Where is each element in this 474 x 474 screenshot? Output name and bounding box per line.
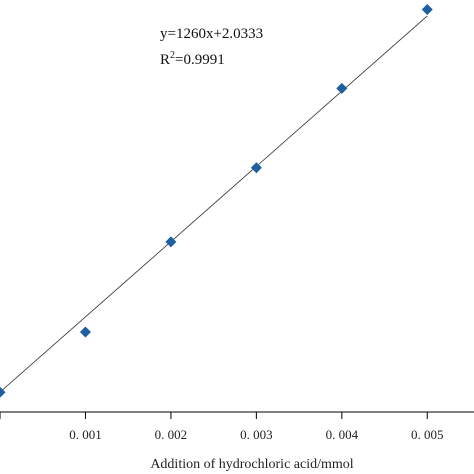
data-point: [421, 4, 433, 16]
x-axis-title: Addition of hydrochloric acid/mmol: [150, 457, 353, 472]
data-point: [336, 82, 348, 94]
x-tick-label: 0. 005: [411, 427, 444, 442]
x-ticks: [0, 412, 428, 419]
data-points: [0, 4, 433, 398]
x-tick-label: 0. 003: [240, 427, 273, 442]
x-tick-labels: 0. 001 0. 002 0. 003 0. 004 0. 005: [69, 427, 443, 442]
r-squared-superscript: 2: [170, 50, 175, 61]
x-tick-label: 0. 001: [69, 427, 102, 442]
r-squared-value: =0.9991: [175, 52, 225, 68]
x-tick-label: 0. 002: [155, 427, 188, 442]
fit-line: [0, 15, 428, 393]
x-tick-label: 0. 004: [326, 427, 359, 442]
data-point: [79, 326, 91, 338]
r-squared: R2=0.9991: [160, 50, 225, 68]
fit-equation: y=1260x+2.0333: [160, 26, 263, 42]
data-point: [0, 386, 6, 398]
data-point: [165, 236, 177, 248]
data-point: [250, 162, 262, 174]
r-squared-prefix: R: [160, 52, 170, 68]
